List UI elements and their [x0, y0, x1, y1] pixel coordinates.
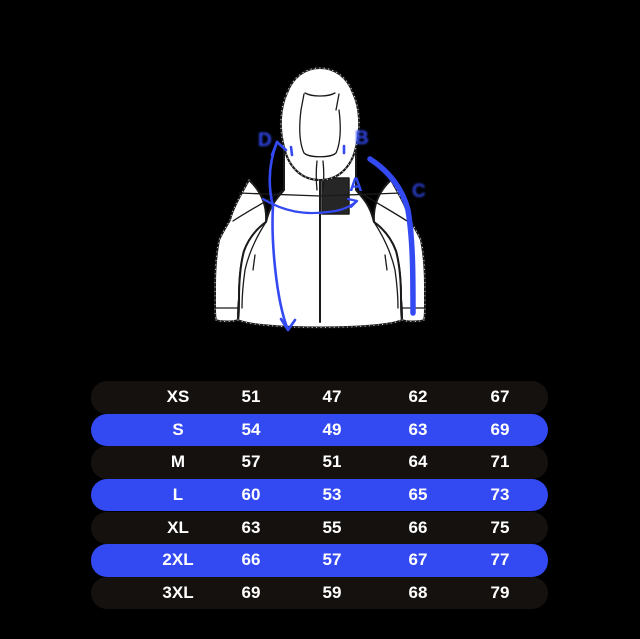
svg-text:A: A: [349, 175, 363, 196]
svg-text:B: B: [355, 128, 369, 149]
svg-text:C: C: [412, 181, 426, 202]
svg-text:D: D: [258, 130, 272, 151]
